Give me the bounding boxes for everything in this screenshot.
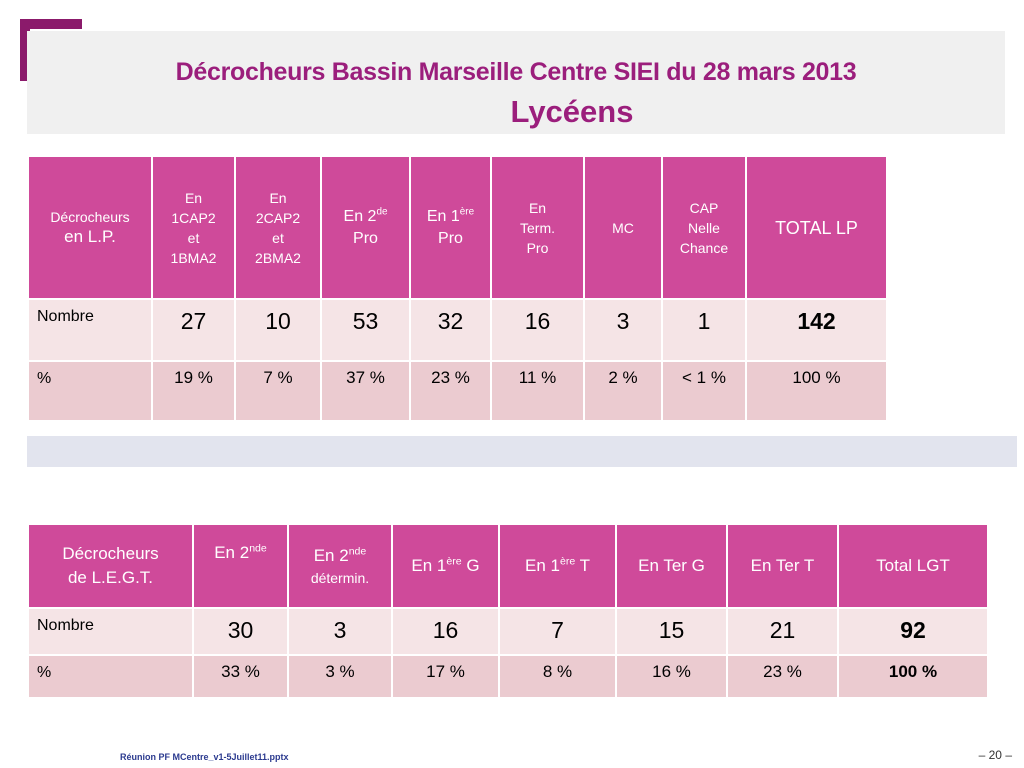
separator-band bbox=[27, 436, 1017, 467]
lgt-nombre-1ere-g: 16 bbox=[391, 607, 500, 656]
lp-nombre-2de-pro: 53 bbox=[320, 298, 411, 362]
header-2cap2-2bma2: En 2CAP2 et 2BMA2 bbox=[234, 155, 322, 300]
row-label-pct-lgt: % bbox=[27, 654, 194, 699]
header-2nde-determin: En 2nde détermin. bbox=[287, 523, 393, 609]
page-number: – 20 – bbox=[978, 748, 1012, 762]
corner-bracket-decoration bbox=[20, 19, 82, 81]
table-lgt-row-pct: % 33 % 3 % 17 % 8 % 16 % 23 % 100 % bbox=[27, 654, 989, 699]
title-band bbox=[27, 31, 1005, 134]
lgt-pct-ter-g: 16 % bbox=[615, 654, 728, 699]
lp-pct-term-pro: 11 % bbox=[490, 360, 585, 422]
lp-pct-mc: 2 % bbox=[583, 360, 663, 422]
header-decrocheurs-lp: Décrocheurs en L.P. bbox=[27, 155, 153, 300]
slide-title: Décrocheurs Bassin Marseille Centre SIEI… bbox=[175, 58, 857, 86]
header-1cap2-1bma2: En 1CAP2 et 1BMA2 bbox=[151, 155, 236, 300]
header-2de-pro: En 2de Pro bbox=[320, 155, 411, 300]
table-lp-row-pct: % 19 % 7 % 37 % 23 % 11 % 2 % < 1 % 100 … bbox=[27, 360, 888, 422]
lp-pct-cap-nelle: < 1 % bbox=[661, 360, 747, 422]
lgt-pct-1ere-t: 8 % bbox=[498, 654, 617, 699]
lgt-pct-total: 100 % bbox=[837, 654, 989, 699]
table-lgt-header-row: Décrocheurs de L.E.G.T. En 2nde En 2nde … bbox=[27, 523, 989, 609]
header-1ere-g: En 1ère G bbox=[391, 523, 500, 609]
lp-nombre-1cap2: 27 bbox=[151, 298, 236, 362]
header-term-pro: En Term. Pro bbox=[490, 155, 585, 300]
lgt-nombre-ter-g: 15 bbox=[615, 607, 728, 656]
lp-pct-1ere-pro: 23 % bbox=[409, 360, 492, 422]
header-total-lp: TOTAL LP bbox=[745, 155, 888, 300]
row-label-nombre-lgt: Nombre bbox=[27, 607, 194, 656]
footer-filename: Réunion PF MCentre_v1-5Juillet11.pptx bbox=[120, 752, 289, 762]
lp-nombre-2cap2: 10 bbox=[234, 298, 322, 362]
lp-nombre-term-pro: 16 bbox=[490, 298, 585, 362]
row-label-pct: % bbox=[27, 360, 153, 422]
header-2nde: En 2nde bbox=[192, 523, 289, 609]
lgt-nombre-ter-t: 21 bbox=[726, 607, 839, 656]
lgt-nombre-2nde: 30 bbox=[192, 607, 289, 656]
header-1ere-t: En 1ère T bbox=[498, 523, 617, 609]
slide-subtitle: Lycéens bbox=[510, 94, 634, 129]
header-total-lgt: Total LGT bbox=[837, 523, 989, 609]
lgt-pct-ter-t: 23 % bbox=[726, 654, 839, 699]
lp-nombre-mc: 3 bbox=[583, 298, 663, 362]
header-mc: MC bbox=[583, 155, 663, 300]
lp-nombre-cap-nelle: 1 bbox=[661, 298, 747, 362]
row-label-nombre: Nombre bbox=[27, 298, 153, 362]
lgt-pct-1ere-g: 17 % bbox=[391, 654, 500, 699]
lgt-pct-2nde: 33 % bbox=[192, 654, 289, 699]
header-ter-t: En Ter T bbox=[726, 523, 839, 609]
lgt-nombre-1ere-t: 7 bbox=[498, 607, 617, 656]
header-1ere-pro: En 1ère Pro bbox=[409, 155, 492, 300]
lp-pct-1cap2: 19 % bbox=[151, 360, 236, 422]
lp-nombre-1ere-pro: 32 bbox=[409, 298, 492, 362]
header-decrocheurs-legt: Décrocheurs de L.E.G.T. bbox=[27, 523, 194, 609]
table-lgt: Décrocheurs de L.E.G.T. En 2nde En 2nde … bbox=[27, 523, 989, 699]
lgt-nombre-total: 92 bbox=[837, 607, 989, 656]
table-lp-row-nombre: Nombre 27 10 53 32 16 3 1 142 bbox=[27, 298, 888, 362]
table-lp: Décrocheurs en L.P. En 1CAP2 et 1BMA2 En… bbox=[27, 155, 888, 422]
lp-pct-total: 100 % bbox=[745, 360, 888, 422]
lp-pct-2de-pro: 37 % bbox=[320, 360, 411, 422]
header-cap-nelle-chance: CAP Nelle Chance bbox=[661, 155, 747, 300]
lp-nombre-total: 142 bbox=[745, 298, 888, 362]
lgt-pct-2nde-determin: 3 % bbox=[287, 654, 393, 699]
lp-pct-2cap2: 7 % bbox=[234, 360, 322, 422]
header-ter-g: En Ter G bbox=[615, 523, 728, 609]
table-lgt-row-nombre: Nombre 30 3 16 7 15 21 92 bbox=[27, 607, 989, 656]
table-lp-header-row: Décrocheurs en L.P. En 1CAP2 et 1BMA2 En… bbox=[27, 155, 888, 300]
lgt-nombre-2nde-determin: 3 bbox=[287, 607, 393, 656]
